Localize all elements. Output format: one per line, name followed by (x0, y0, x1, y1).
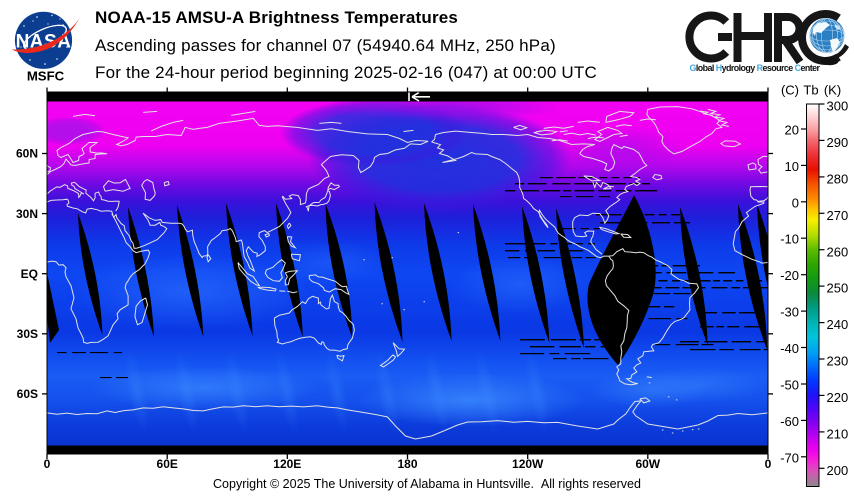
svg-text:0: 0 (44, 457, 51, 471)
svg-text:60E: 60E (157, 457, 178, 471)
svg-text:30N: 30N (16, 207, 38, 221)
svg-text:280: 280 (827, 172, 849, 187)
svg-text:30S: 30S (17, 327, 38, 341)
svg-text:60N: 60N (16, 147, 38, 161)
svg-text:260: 260 (827, 244, 849, 259)
svg-text:60W: 60W (635, 457, 660, 471)
svg-text:EQ: EQ (21, 267, 38, 281)
svg-text:0: 0 (792, 195, 799, 210)
svg-text:230: 230 (827, 354, 849, 369)
svg-text:Tb: Tb (803, 83, 818, 98)
svg-text:120E: 120E (273, 457, 301, 471)
svg-text:60S: 60S (17, 387, 38, 401)
svg-text:(K): (K) (824, 83, 841, 98)
svg-text:-60: -60 (780, 414, 799, 429)
svg-text:210: 210 (827, 427, 849, 442)
svg-text:20: 20 (785, 123, 799, 138)
svg-text:-20: -20 (780, 268, 799, 283)
svg-text:290: 290 (827, 135, 849, 150)
svg-text:220: 220 (827, 390, 849, 405)
svg-text:-50: -50 (780, 378, 799, 393)
svg-text:180: 180 (397, 457, 417, 471)
svg-text:NASA: NASA (16, 32, 72, 53)
svg-text:-40: -40 (780, 341, 799, 356)
svg-text:120W: 120W (512, 457, 544, 471)
svg-text:250: 250 (827, 281, 849, 296)
svg-text:0: 0 (765, 457, 772, 471)
svg-text:-10: -10 (780, 232, 799, 247)
svg-text:200: 200 (827, 463, 849, 478)
svg-text:(C): (C) (781, 83, 799, 98)
svg-text:MSFC: MSFC (27, 69, 65, 84)
svg-text:300: 300 (827, 99, 849, 114)
svg-text:-70: -70 (780, 450, 799, 465)
svg-text:240: 240 (827, 317, 849, 332)
svg-text:Global Hydrology Resource Cent: Global Hydrology Resource Center (690, 63, 821, 73)
svg-text:270: 270 (827, 208, 849, 223)
svg-text:10: 10 (785, 159, 799, 174)
svg-text:-30: -30 (780, 305, 799, 320)
